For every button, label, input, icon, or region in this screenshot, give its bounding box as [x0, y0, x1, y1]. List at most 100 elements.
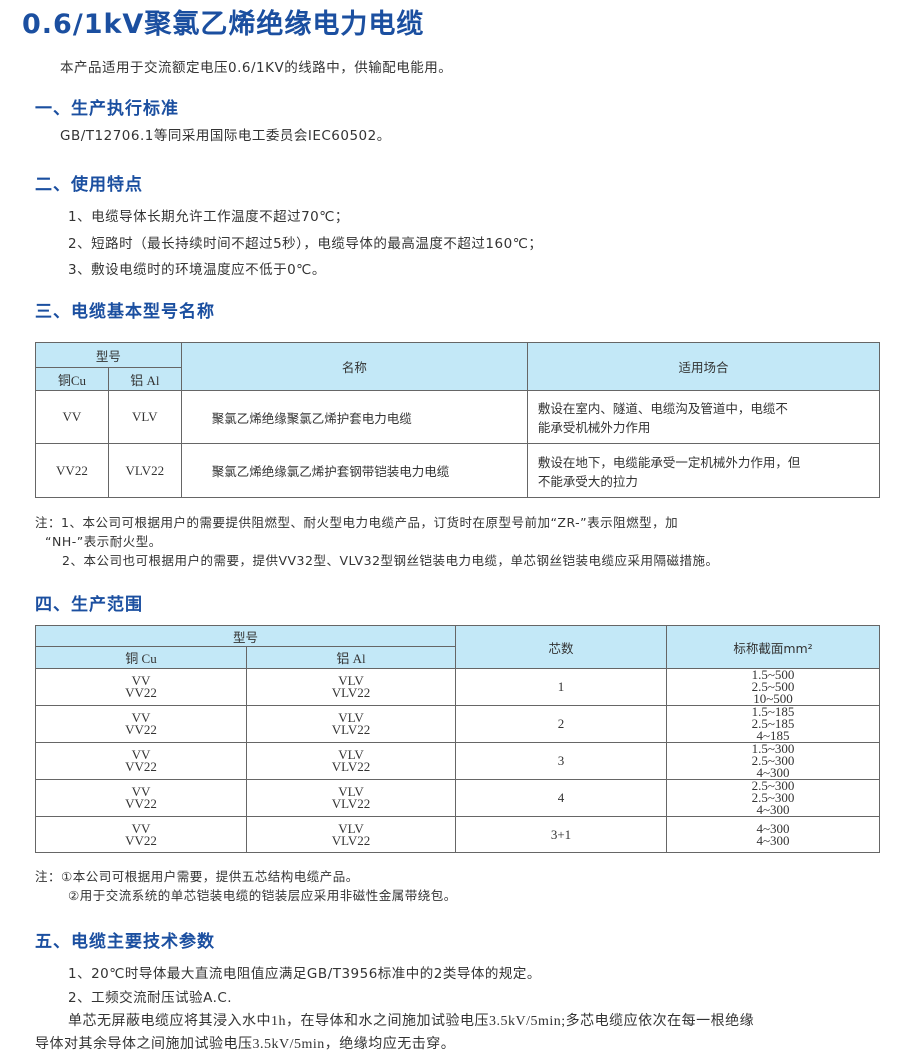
- cell-line: VV: [131, 820, 151, 836]
- cell-al: VLV VLV22: [246, 779, 456, 817]
- header-cu: 铜 Cu: [35, 646, 247, 669]
- cell-line: VLV22: [331, 759, 371, 774]
- intro-text: 本产品适用于交流额定电压0.6/1KV的线路中，供输配电能用。: [60, 60, 453, 76]
- cell-line: VV22: [125, 722, 157, 737]
- cell-line: 2.5~185: [751, 716, 795, 731]
- header-section: 标称截面mm²: [666, 625, 880, 669]
- cell-use: 敷设在室内、隧道、电缆沟及管道中，电缆不 能承受机械外力作用: [526, 390, 881, 444]
- cell-line: VV: [131, 710, 151, 725]
- cell-line: VLV: [338, 747, 364, 762]
- cell-name: 聚氯乙烯绝缘聚氯乙烯护套电力电缆: [180, 390, 528, 444]
- table2-note-2: ②用于交流系统的单芯铠装电缆的铠装层应采用非磁性金属带绕包。: [68, 888, 457, 903]
- cell-cu: VV VV22: [35, 668, 247, 706]
- header-al: 铝 Al: [246, 646, 456, 669]
- cell-line: VV22: [125, 685, 157, 700]
- table1-note-1-cont: “NH-”表示耐火型。: [45, 534, 162, 549]
- cell-section: 2.5~300 2.5~300 4~300: [666, 778, 880, 817]
- cell-section: 4~300 4~300: [666, 816, 880, 853]
- cell-cu: VV: [35, 390, 109, 444]
- cell-cu: VV VV22: [35, 816, 247, 853]
- section-2-line-1: 1、电缆导体长期允许工作温度不超过70℃；: [68, 209, 349, 225]
- cell-line: 4~300: [756, 820, 790, 836]
- cell-line: VV: [131, 747, 151, 762]
- cell-section: 1.5~500 2.5~500 10~500: [666, 667, 880, 706]
- section-4-heading: 四、生产范围: [35, 595, 143, 615]
- table1-note-2: 2、本公司也可根据用户的需要，提供VV32型、VLV32型钢丝铠装电力电缆，单芯…: [62, 553, 719, 568]
- use-line: 不能承受大的拉力: [537, 473, 638, 489]
- cable-types-table: 型号 名称 适用场合 铜Cu 铝 Al VV VLV 聚氯乙烯绝缘聚氯乙烯护套电…: [35, 342, 881, 498]
- table-row: VV VV22 VLV VLV22 4 2.5~300 2.5~300 4~300: [35, 778, 880, 817]
- section-2-heading: 二、使用特点: [35, 175, 143, 195]
- cell-line: VLV22: [331, 832, 371, 848]
- cell-line: 10~500: [753, 691, 793, 706]
- cell-line: VLV: [338, 784, 364, 799]
- cell-line: 1.5~185: [751, 704, 795, 719]
- cell-cores: 1: [455, 668, 667, 706]
- header-use: 适用场合: [526, 342, 881, 391]
- section-5-line-3: 单芯无屏蔽电缆应将其浸入水中1h，在导体和水之间施加试验电压3.5kV/5min…: [68, 1014, 755, 1029]
- section-2-line-2: 2、短路时（最长持续时间不超过5秒），电缆导体的最高温度不超过160℃；: [68, 236, 543, 252]
- cell-cores: 4: [455, 779, 667, 817]
- cell-line: 4~300: [756, 802, 790, 817]
- use-line: 能承受机械外力作用: [537, 420, 651, 435]
- header-model: 型号: [35, 625, 456, 647]
- cell-line: VV22: [125, 796, 157, 811]
- cell-line: 4~300: [756, 765, 790, 780]
- cell-line: 1.5~300: [751, 741, 795, 756]
- cell-use: 敷设在地下，电缆能承受一定机械外力作用，但 不能承受大的拉力: [526, 443, 881, 498]
- cell-al: VLV: [107, 390, 182, 444]
- cell-al: VLV VLV22: [246, 705, 456, 743]
- section-1-heading: 一、生产执行标准: [35, 99, 179, 119]
- cell-line: VLV: [338, 673, 364, 688]
- section-5-line-2: 2、工频交流耐压试验A.C.: [68, 990, 233, 1006]
- table-row: VV22 VLV22 聚氯乙烯绝缘氯乙烯护套钢带铠装电力电缆 敷设在地下，电缆能…: [35, 443, 881, 498]
- cell-cu: VV22: [35, 443, 109, 498]
- cell-line: 4~185: [756, 728, 790, 743]
- section-5-heading: 五、电缆主要技术参数: [35, 932, 215, 952]
- cell-section: 1.5~185 2.5~185 4~185: [666, 704, 880, 743]
- cell-cu: VV VV22: [35, 742, 247, 780]
- header-cores: 芯数: [455, 625, 667, 669]
- cell-cu: VV VV22: [35, 779, 247, 817]
- cell-line: VLV22: [331, 685, 371, 700]
- cell-line: VLV22: [331, 722, 371, 737]
- section-2-line-3: 3、敷设电缆时的环境温度应不低于0℃。: [68, 262, 326, 278]
- use-line: 敷设在室内、隧道、电缆沟及管道中，电缆不: [537, 401, 788, 416]
- section-1-text: GB/T12706.1等同采用国际电工委员会IEC60502。: [60, 128, 391, 144]
- table-row: VV VV22 VLV VLV22 1 1.5~500 2.5~500 10~500: [35, 667, 880, 706]
- cell-line: VLV: [338, 820, 364, 836]
- table-row: VV VV22 VLV VLV22 3 1.5~300 2.5~300 4~300: [35, 741, 880, 780]
- production-range-table: 型号 芯数 标称截面mm² 铜 Cu 铝 Al VV VV22 VLV VLV22 1 1…: [35, 625, 880, 853]
- cell-name: 聚氯乙烯绝缘氯乙烯护套钢带铠装电力电缆: [180, 443, 528, 498]
- section-3-heading: 三、电缆基本型号名称: [35, 302, 215, 322]
- table-row: VV VLV 聚氯乙烯绝缘聚氯乙烯护套电力电缆 敷设在室内、隧道、电缆沟及管道中…: [35, 390, 881, 444]
- cell-al: VLV VLV22: [246, 668, 456, 706]
- section-5-line-4: 导体对其余导体之间施加试验电压3.5kV/5min，绝缘均应无击穿。: [35, 1037, 456, 1052]
- cell-line: VV: [131, 784, 151, 799]
- cell-al: VLV22: [107, 443, 182, 498]
- cell-cores: 3: [455, 742, 667, 780]
- cell-line: 4~300: [756, 832, 790, 848]
- table-row: VV VV22 VLV VLV22 2 1.5~185 2.5~185 4~185: [35, 704, 880, 743]
- cell-line: 2.5~300: [751, 778, 795, 793]
- cell-section: 1.5~300 2.5~300 4~300: [666, 741, 880, 780]
- cell-cores: 3+1: [455, 816, 667, 853]
- cell-line: 1.5~500: [751, 667, 795, 682]
- cell-line: 2.5~500: [751, 679, 795, 694]
- section-5-line-1: 1、20℃时导体最大直流电阻值应满足GB/T3956标准中的2类导体的规定。: [68, 966, 541, 982]
- cell-line: VLV: [338, 710, 364, 725]
- cell-line: VV22: [125, 832, 157, 848]
- table-row: VV VV22 VLV VLV22 3+1 4~300 4~300: [35, 816, 880, 853]
- cell-al: VLV VLV22: [246, 742, 456, 780]
- cell-line: VV22: [125, 759, 157, 774]
- cell-cu: VV VV22: [35, 705, 247, 743]
- use-line: 敷设在地下，电缆能承受一定机械外力作用，但: [537, 454, 801, 470]
- cell-line: 2.5~300: [751, 790, 795, 805]
- header-al: 铝 Al: [107, 367, 182, 391]
- cell-line: VLV22: [331, 796, 371, 811]
- header-name: 名称: [180, 342, 528, 391]
- cell-cores: 2: [455, 705, 667, 743]
- cell-line: 2.5~300: [751, 753, 795, 768]
- page-title: 0.6/1kV聚氯乙烯绝缘电力电缆: [22, 9, 425, 40]
